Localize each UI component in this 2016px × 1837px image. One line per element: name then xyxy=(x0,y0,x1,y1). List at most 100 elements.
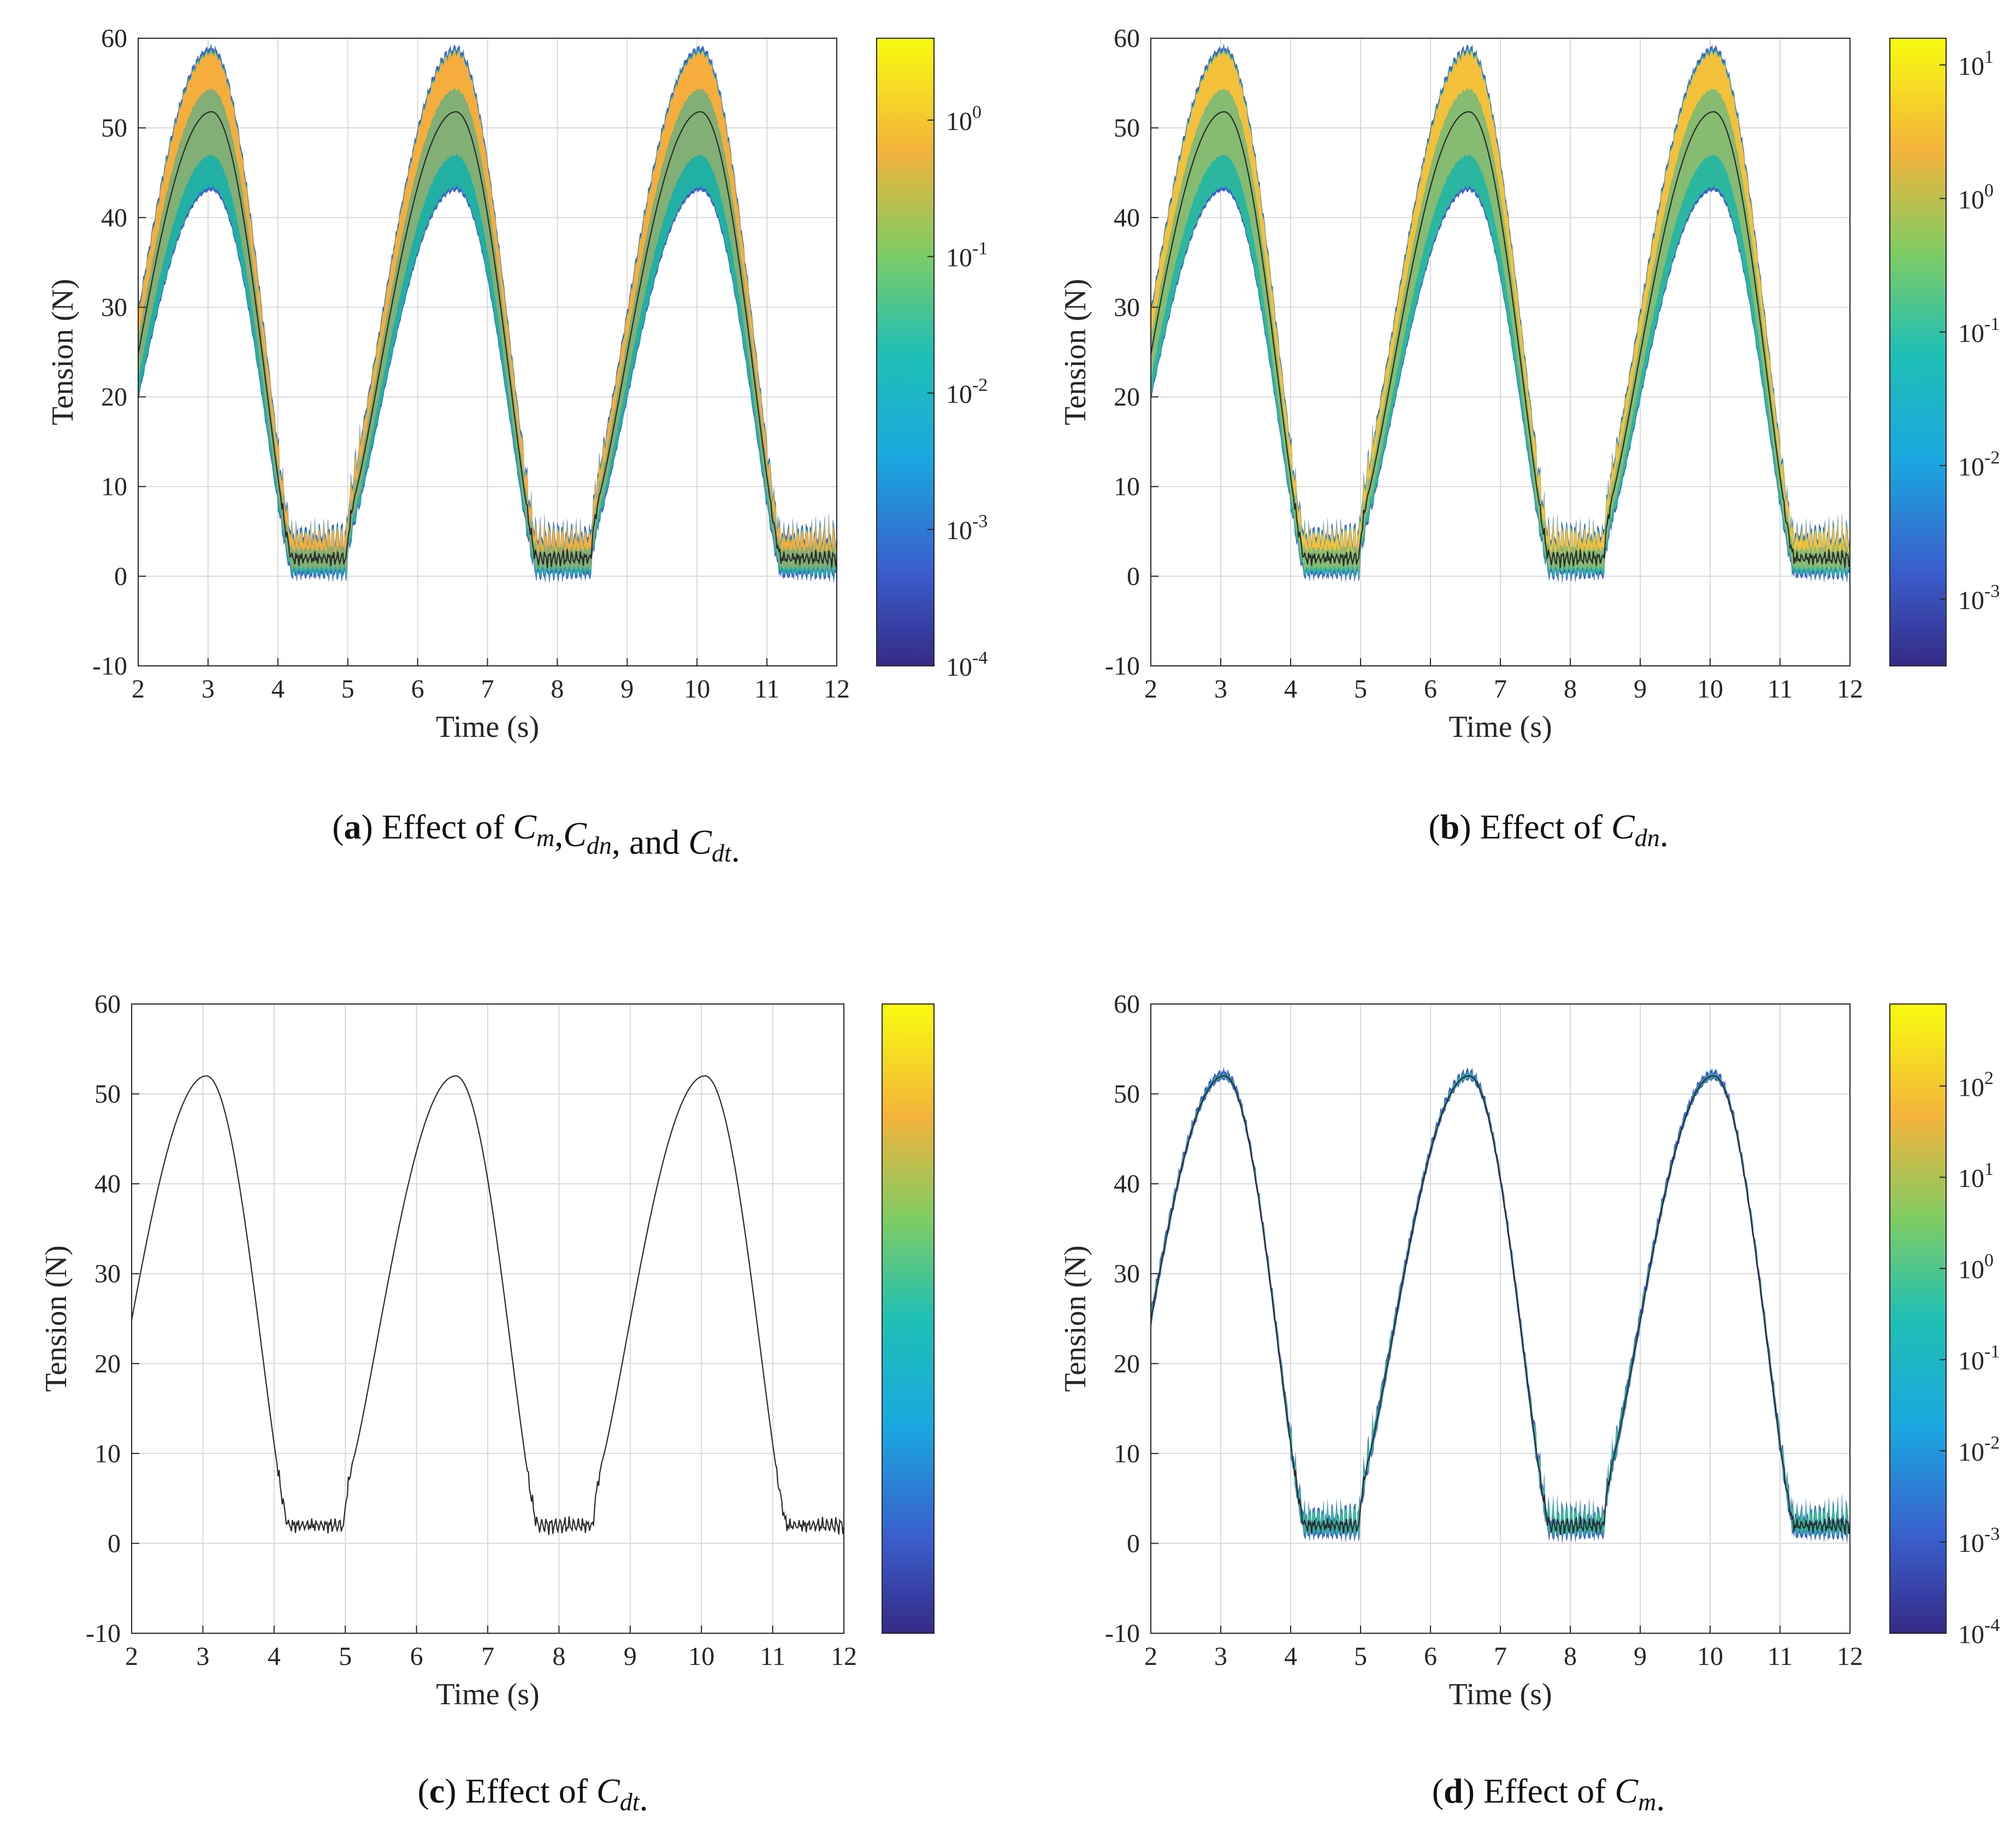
x-tick-label: 3 xyxy=(1214,1642,1227,1671)
caption-punct: . xyxy=(1656,1779,1665,1818)
caption-symbol: C xyxy=(688,823,712,861)
panel-c: 2 3 4 5 6 7 8 9 10 11 12 -10 0 10 20 30 40 50 60 Time (s) Te… xyxy=(39,990,935,1818)
x-tick-label: 12 xyxy=(824,675,850,704)
colorbar-tick-base: 10 xyxy=(946,380,972,409)
band-core xyxy=(138,87,837,572)
mean-tension-line xyxy=(1150,1075,1851,1535)
caption-symbol: C xyxy=(563,815,587,854)
caption-symbol: C xyxy=(596,1771,620,1810)
x-tick-label: 6 xyxy=(410,1642,423,1671)
colorbar-tick-exponent: 1 xyxy=(1984,47,1994,67)
caption-paren-close: ) xyxy=(445,1771,465,1810)
caption-subscript: dt xyxy=(712,839,732,867)
colorbar-tick-base: 10 xyxy=(1958,1255,1984,1284)
colorbar-tick-base: 10 xyxy=(946,653,972,682)
y-tick-label: 50 xyxy=(101,114,127,143)
colorbar-tick-label: 100 xyxy=(1958,180,1994,214)
colorbar-tick-exponent: -2 xyxy=(1984,447,2000,468)
y-tick-label: 60 xyxy=(101,24,127,53)
x-tick-label: 3 xyxy=(202,675,215,704)
x-tick-label: 4 xyxy=(271,675,285,704)
colorbar-tick-exponent: -1 xyxy=(972,239,988,259)
x-tick-label: 11 xyxy=(760,1642,785,1671)
x-tick-label: 7 xyxy=(1494,675,1507,704)
y-tick-label: 10 xyxy=(1114,472,1140,501)
y-tick-label: -10 xyxy=(92,652,127,681)
colorbar-tick-base: 10 xyxy=(1958,1438,1984,1467)
x-tick-label: 8 xyxy=(1564,1642,1577,1671)
colorbar xyxy=(882,1003,935,1634)
colorbar-tick-exponent: 0 xyxy=(1984,1250,1994,1271)
y-tick-label: 60 xyxy=(1114,990,1140,1019)
colorbar-tick-label: 10-4 xyxy=(946,648,988,682)
caption-subscript: dt xyxy=(620,1788,640,1816)
x-tick-label: 10 xyxy=(1697,1642,1723,1671)
caption: (a) Effect of Cm,Cdn, and Cdt. xyxy=(332,807,740,869)
colorbar-tick-exponent: 1 xyxy=(1984,1159,1994,1179)
y-tick-label: 60 xyxy=(94,990,121,1019)
x-tick-label: 4 xyxy=(268,1642,281,1671)
y-tick-label: -10 xyxy=(86,1619,121,1648)
colorbar-tick-base: 10 xyxy=(1958,1164,1984,1193)
colorbar-tick-label: 10-1 xyxy=(1958,314,2000,348)
caption-paren-open: ( xyxy=(1428,807,1440,846)
colorbar-tick-base: 10 xyxy=(1958,452,1984,481)
colorbar-gradient xyxy=(876,38,935,666)
caption: (d) Effect of Cm. xyxy=(1432,1771,1665,1818)
colorbar-tick-base: 10 xyxy=(1958,1346,1984,1375)
colorbar-tick-exponent: 2 xyxy=(1984,1068,1994,1088)
colorbar-tick-label: 102 xyxy=(1958,1068,1994,1102)
caption-text: Effect of xyxy=(382,807,513,846)
y-tick-label: 40 xyxy=(1114,1169,1140,1198)
caption-text: Effect of xyxy=(1480,807,1611,846)
y-tick-label: 30 xyxy=(101,293,127,322)
x-tick-label: 2 xyxy=(132,675,145,704)
colorbar-tick-base: 10 xyxy=(946,107,972,136)
x-tick-label: 9 xyxy=(1634,1642,1647,1671)
y-tick-label: 30 xyxy=(94,1260,121,1289)
colorbar-tick-base: 10 xyxy=(946,516,972,545)
x-tick-label: 5 xyxy=(1354,1642,1367,1671)
colorbar-tick-exponent: -4 xyxy=(1984,1615,2000,1635)
colorbar-tick-label: 101 xyxy=(1958,47,1994,81)
caption-label: c xyxy=(429,1771,445,1810)
x-axis-label: Time (s) xyxy=(1449,1677,1552,1711)
y-tick-label: -10 xyxy=(1105,1619,1140,1648)
y-tick-label: 0 xyxy=(1127,1529,1140,1558)
y-tick-label: 0 xyxy=(1127,562,1140,591)
y-tick-label: 50 xyxy=(94,1080,121,1109)
colorbar-tick-exponent: 0 xyxy=(1984,180,1994,200)
y-axis-label: Tension (N) xyxy=(46,279,80,425)
band-core xyxy=(1151,87,1850,572)
colorbar-tick-base: 10 xyxy=(1958,185,1984,214)
y-tick-label: 10 xyxy=(1114,1439,1140,1468)
caption-paren-open: ( xyxy=(332,807,344,846)
colorbar-tick-label: 10-1 xyxy=(1958,1342,2000,1375)
caption-subscript: m xyxy=(1638,1788,1656,1816)
y-tick-label: 50 xyxy=(1114,114,1140,143)
colorbar-tick-base: 10 xyxy=(1958,52,1984,81)
x-tick-label: 3 xyxy=(1214,675,1227,704)
colorbar-gradient xyxy=(1889,38,1947,666)
colorbar-tick-label: 10-2 xyxy=(1958,447,2000,481)
x-tick-label: 11 xyxy=(754,675,779,704)
colorbar-tick-base: 10 xyxy=(1958,1529,1984,1558)
caption-paren-close: ) xyxy=(1463,1771,1483,1810)
caption-subscript: m xyxy=(536,824,554,852)
x-tick-label: 12 xyxy=(831,1642,857,1671)
x-tick-label: 8 xyxy=(551,675,564,704)
y-tick-label: 20 xyxy=(101,383,127,412)
caption-punct: , xyxy=(554,815,563,854)
x-tick-label: 11 xyxy=(1767,675,1793,704)
caption-paren-open: ( xyxy=(418,1771,429,1810)
colorbar-tick-base: 10 xyxy=(1958,1620,1984,1649)
x-tick-label: 4 xyxy=(1284,675,1297,704)
y-axis-label: Tension (N) xyxy=(1059,279,1092,425)
caption-subscript: dn xyxy=(1635,824,1660,852)
caption-punct: . xyxy=(1660,815,1669,854)
